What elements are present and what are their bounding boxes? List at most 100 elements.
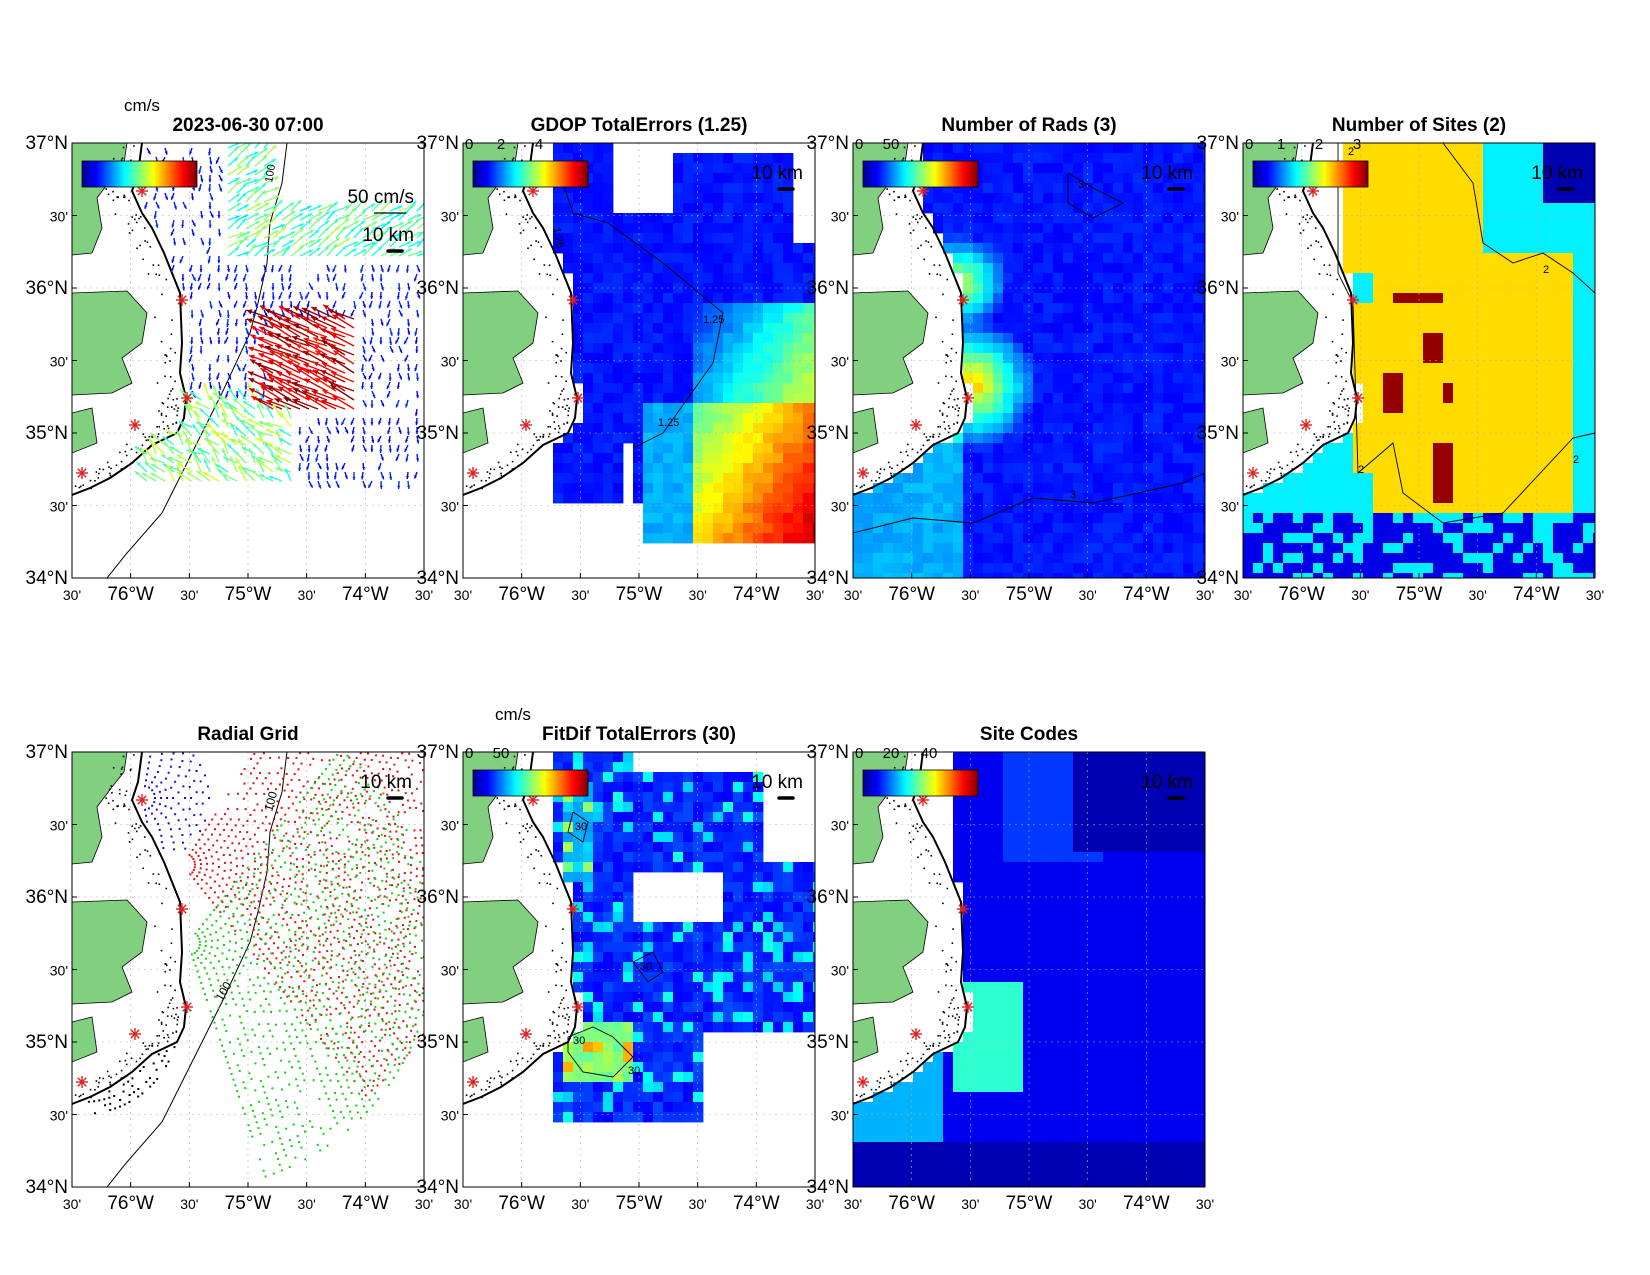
island-dot xyxy=(1335,375,1337,378)
x-tick-label: 30' xyxy=(1079,587,1097,603)
island-dot xyxy=(164,361,167,364)
y-tick-label: 34°N xyxy=(417,568,459,589)
contour-label: 30 xyxy=(573,1035,585,1047)
y-tick-label: 30' xyxy=(1221,499,1239,515)
island-dot xyxy=(1316,439,1319,442)
island-dot xyxy=(1322,435,1324,438)
island-dot xyxy=(125,790,128,793)
island-dot xyxy=(911,159,913,162)
island-dot xyxy=(167,397,169,400)
island-dot xyxy=(1301,448,1304,451)
island-dot xyxy=(128,232,131,234)
island-dot xyxy=(887,1070,890,1073)
panel-plot-area: 33 xyxy=(853,143,1205,578)
island-dot xyxy=(948,397,950,400)
island-dot xyxy=(919,217,921,220)
island-dot xyxy=(946,415,948,417)
island-dot xyxy=(1245,485,1248,487)
y-tick-label: 36°N xyxy=(417,278,459,299)
x-tick-label: 76°W xyxy=(107,1193,154,1214)
contour-label: 100 xyxy=(263,163,278,183)
island-dot xyxy=(530,853,532,856)
island-dot xyxy=(561,942,564,945)
island-dot xyxy=(1326,273,1328,276)
island-dot xyxy=(946,887,949,890)
island-dot xyxy=(943,421,946,423)
island-dot xyxy=(498,193,501,196)
island-dot xyxy=(473,1093,475,1096)
coastline xyxy=(1243,143,1359,496)
colorbar-tick-label: 50 xyxy=(493,745,510,762)
island-dot xyxy=(548,433,551,435)
island-dot xyxy=(170,333,173,336)
island-dot xyxy=(932,1044,934,1047)
island-dot xyxy=(170,390,172,392)
island-dot xyxy=(563,398,566,401)
island-dot xyxy=(1337,406,1340,408)
island-dot xyxy=(937,382,940,384)
island-dot xyxy=(933,264,936,266)
island-dot xyxy=(928,882,931,884)
x-tick-label: 30' xyxy=(961,587,979,603)
island-dot xyxy=(925,240,927,242)
island-dot xyxy=(135,830,138,833)
heatmap-cells xyxy=(553,752,815,1123)
island-dot xyxy=(112,766,115,769)
island-dot xyxy=(951,406,954,408)
contour-label: 3 xyxy=(1078,179,1084,191)
island-dot xyxy=(546,273,548,276)
island-dot xyxy=(1266,471,1269,473)
heatmap-cells xyxy=(1243,143,1595,578)
island-dot xyxy=(1335,361,1338,364)
x-tick-label: 30' xyxy=(298,1196,316,1212)
radar-site-marker xyxy=(467,1076,479,1088)
island-dot xyxy=(941,1023,944,1025)
island-dot xyxy=(142,867,144,870)
island-dot xyxy=(547,382,550,384)
island-dot xyxy=(565,380,567,383)
island-dot xyxy=(115,464,118,467)
island-dot xyxy=(517,443,519,446)
radar-site-marker xyxy=(957,903,969,915)
island-dot xyxy=(1345,351,1347,354)
island-dot xyxy=(565,351,567,354)
island-dot xyxy=(562,997,565,999)
island-dot xyxy=(514,803,517,806)
heatmap-cells xyxy=(553,143,815,544)
radar-site-marker xyxy=(857,467,869,479)
island-dot xyxy=(1292,157,1295,160)
island-dot xyxy=(1278,193,1281,196)
island-dot xyxy=(565,960,567,963)
island-dot xyxy=(957,410,960,412)
island-dot xyxy=(108,466,110,468)
contour-label: 100 xyxy=(261,789,280,812)
radar-site-marker xyxy=(567,903,579,915)
x-tick-label: 74°W xyxy=(342,1193,389,1214)
island-dot xyxy=(562,319,564,321)
island-dot xyxy=(165,1024,167,1026)
island-dot xyxy=(943,1011,946,1014)
island-dot xyxy=(532,444,535,447)
radar-site-marker xyxy=(129,419,141,431)
island-dot xyxy=(942,401,945,404)
island-dot xyxy=(105,797,108,799)
island-dot xyxy=(535,849,537,851)
island-dot xyxy=(139,244,141,247)
island-dot xyxy=(1287,196,1289,198)
island-dot xyxy=(902,766,905,769)
panel-plot-area: 2 2 2 2 xyxy=(1243,143,1595,578)
island-dot xyxy=(1313,433,1316,435)
island-dot xyxy=(1302,229,1305,232)
island-dot xyxy=(110,1076,112,1079)
panel-plot-area xyxy=(853,752,1205,1187)
radar-site-marker xyxy=(910,419,922,431)
island-dot xyxy=(897,196,899,198)
island-dot xyxy=(949,1002,952,1005)
island-dot xyxy=(937,1044,940,1047)
y-tick-label: 30' xyxy=(441,963,459,979)
island-dot xyxy=(514,805,516,808)
island-dot xyxy=(125,454,128,457)
island-dot xyxy=(1310,448,1312,451)
island-dot xyxy=(896,464,899,467)
island-dot xyxy=(948,427,951,430)
